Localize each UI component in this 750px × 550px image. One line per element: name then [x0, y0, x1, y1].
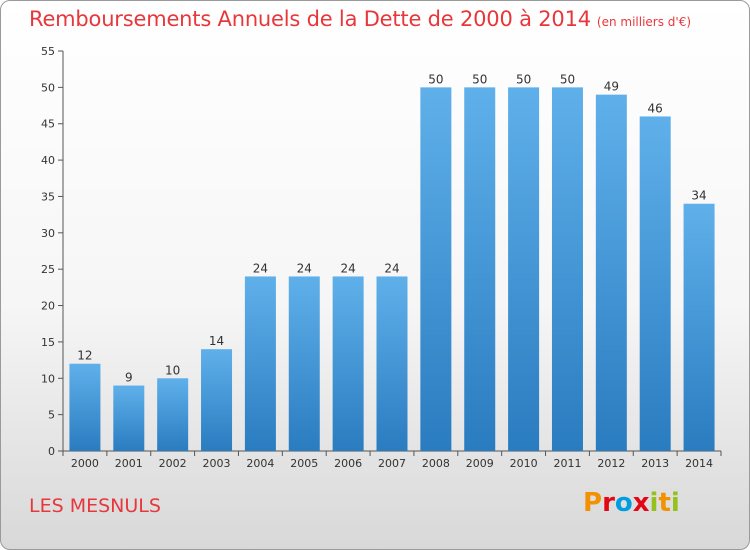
x-tick-label: 2011 — [553, 457, 581, 470]
proxiti-logo: Proxiti — [583, 488, 680, 518]
x-tick-label: 2000 — [71, 457, 99, 470]
logo-letter: o — [614, 488, 633, 518]
commune-name: LES MESNULS — [29, 495, 161, 517]
chart-data-labels: 12 9 10 14 24 24 24 24 50 50 50 50 49 46 34 — [77, 72, 706, 384]
x-tick-label: 2013 — [641, 457, 669, 470]
data-label-2011: 50 — [560, 72, 575, 86]
bar-2001 — [113, 385, 145, 451]
bar-2000 — [69, 363, 101, 451]
data-label-2008: 50 — [428, 72, 443, 86]
x-tick-label: 2010 — [510, 457, 538, 470]
data-label-2002: 10 — [165, 363, 180, 377]
bar-2003 — [201, 349, 233, 451]
data-label-2012: 49 — [604, 80, 619, 94]
data-label-2014: 34 — [691, 189, 706, 203]
data-label-2003: 14 — [209, 334, 224, 348]
y-tick-label: 40 — [41, 154, 55, 167]
bar-2013 — [639, 116, 671, 452]
chart-title-text: Remboursements Annuels de la Dette de 20… — [29, 7, 591, 31]
y-tick-label: 30 — [41, 227, 55, 240]
data-label-2006: 24 — [340, 261, 355, 275]
x-tick-label: 2012 — [597, 457, 625, 470]
y-tick-label: 25 — [41, 263, 55, 276]
logo-letter: t — [658, 488, 671, 518]
x-tick-label: 2006 — [334, 457, 362, 470]
x-tick-label: 2001 — [115, 457, 143, 470]
y-tick-label: 50 — [41, 81, 55, 94]
data-label-2004: 24 — [253, 261, 268, 275]
y-tick-label: 0 — [48, 445, 55, 458]
x-tick-label: 2008 — [422, 457, 450, 470]
chart-bars — [69, 87, 715, 452]
bar-2007 — [376, 276, 408, 451]
y-tick-label: 5 — [48, 409, 55, 422]
chart-axes: 0 5 10 15 20 25 30 35 40 45 50 55 2000 2001 2002 2003 20… — [41, 45, 722, 470]
x-tick-label: 2014 — [685, 457, 713, 470]
bar-2006 — [332, 276, 364, 451]
x-tick-label: 2004 — [246, 457, 274, 470]
chart-unit: (en milliers d'€) — [596, 15, 692, 29]
logo-letter: x — [632, 488, 650, 518]
data-label-2013: 46 — [648, 101, 663, 115]
bar-2014 — [683, 203, 715, 451]
data-label-2000: 12 — [77, 349, 92, 363]
x-tick-label: 2005 — [290, 457, 318, 470]
data-label-2010: 50 — [516, 72, 531, 86]
bar-2004 — [244, 276, 276, 451]
bar-2002 — [157, 378, 189, 451]
y-tick-label: 10 — [41, 372, 55, 385]
logo-letter: i — [670, 488, 680, 518]
data-label-2001: 9 — [125, 371, 133, 385]
bar-2012 — [595, 94, 627, 452]
data-label-2005: 24 — [297, 261, 312, 275]
bar-2009 — [464, 87, 496, 451]
y-tick-label: 15 — [41, 336, 55, 349]
bar-2011 — [551, 87, 583, 451]
bar-2005 — [288, 276, 320, 451]
logo-letter: P — [583, 488, 603, 518]
x-tick-label: 2002 — [159, 457, 187, 470]
bar-2008 — [420, 87, 452, 451]
data-label-2007: 24 — [384, 261, 399, 275]
y-tick-label: 35 — [41, 190, 55, 203]
chart-title: Remboursements Annuels de la Dette de 20… — [29, 7, 691, 31]
logo-letter: i — [649, 488, 659, 518]
data-label-2009: 50 — [472, 72, 487, 86]
x-tick-label: 2009 — [466, 457, 494, 470]
x-tick-label: 2003 — [203, 457, 231, 470]
x-tick-label: 2007 — [378, 457, 406, 470]
y-tick-label: 45 — [41, 118, 55, 131]
bar-2010 — [508, 87, 540, 451]
y-tick-label: 20 — [41, 300, 55, 313]
y-tick-label: 55 — [41, 45, 55, 58]
logo-letter: r — [602, 488, 615, 518]
